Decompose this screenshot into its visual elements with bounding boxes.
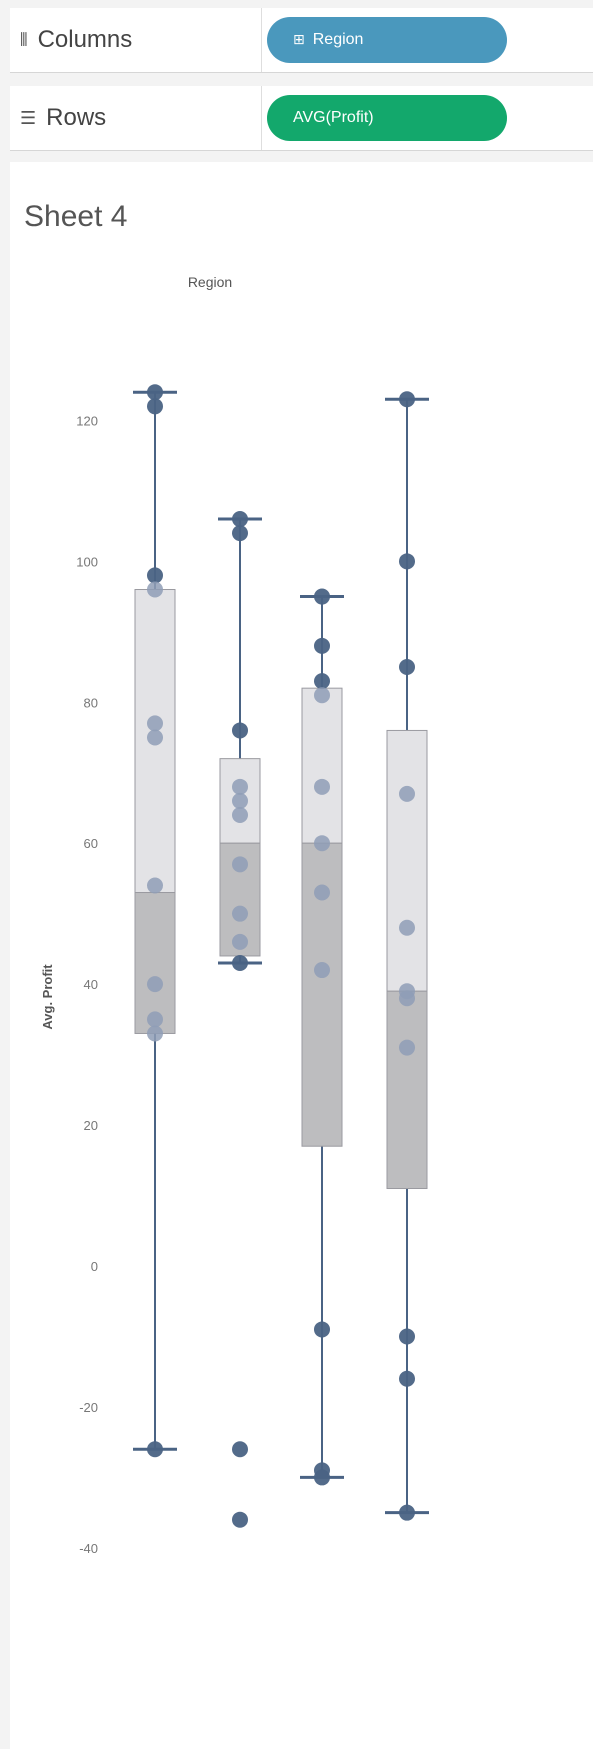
y-tick-label: 40 xyxy=(84,977,98,992)
rows-icon: ☰ xyxy=(20,107,37,129)
data-point xyxy=(399,659,415,676)
rows-shelf-label: ☰ Rows xyxy=(10,86,262,150)
data-point xyxy=(147,384,163,401)
region-header: Region xyxy=(187,274,233,290)
data-point xyxy=(232,778,248,795)
y-tick-label: 60 xyxy=(84,836,98,851)
box-upper xyxy=(386,729,428,992)
data-point xyxy=(147,877,163,894)
data-point xyxy=(147,398,163,415)
region-pill[interactable]: ⊞ Region xyxy=(267,17,507,63)
dimension-icon: ⊞ xyxy=(293,32,305,48)
data-point xyxy=(314,588,330,605)
data-point xyxy=(314,673,330,690)
data-point xyxy=(314,687,330,704)
columns-shelf: ⫴ Columns ⊞ Region xyxy=(10,8,593,73)
box-plot: 120 100 80 60 40 20 0 -20 -40 Avg. Profit xyxy=(40,384,429,1556)
region-pill-label: Region xyxy=(312,31,364,48)
data-point xyxy=(399,1328,415,1345)
columns-shelf-label: ⫴ Columns xyxy=(10,8,262,72)
y-tick-label: -40 xyxy=(79,1541,98,1556)
data-point xyxy=(232,1441,248,1458)
data-point xyxy=(147,1025,163,1042)
columns-label: Columns xyxy=(37,26,133,53)
data-point xyxy=(399,919,415,936)
data-point xyxy=(399,1039,415,1056)
rows-shelf: ☰ Rows AVG(Profit) xyxy=(10,86,593,151)
box-upper xyxy=(301,687,343,844)
data-point xyxy=(399,1504,415,1521)
data-point xyxy=(147,581,163,598)
data-point xyxy=(147,976,163,993)
avg-profit-pill-label: AVG(Profit) xyxy=(293,109,374,126)
data-point xyxy=(232,955,248,971)
data-point xyxy=(314,884,330,901)
data-point xyxy=(232,792,248,809)
data-point xyxy=(147,1441,163,1458)
box-lower xyxy=(386,990,428,1190)
data-point xyxy=(147,567,163,584)
data-point xyxy=(232,933,248,950)
data-point xyxy=(147,715,163,732)
data-point xyxy=(232,525,248,542)
data-point xyxy=(232,905,248,922)
data-point xyxy=(232,511,248,528)
data-point xyxy=(232,722,248,739)
data-point xyxy=(314,1321,330,1338)
rows-label: Rows xyxy=(46,104,107,131)
data-point xyxy=(314,835,330,852)
y-tick-label: 120 xyxy=(76,413,98,428)
data-point xyxy=(399,391,415,408)
data-point xyxy=(232,1511,248,1528)
data-point xyxy=(314,637,330,654)
data-point xyxy=(399,1370,415,1387)
y-tick-label: 80 xyxy=(84,695,98,710)
data-point xyxy=(314,778,330,795)
data-point xyxy=(232,856,248,873)
sheet-title: Sheet 4 xyxy=(24,200,128,233)
data-point xyxy=(314,962,330,979)
y-tick-label: 100 xyxy=(76,554,98,569)
data-point xyxy=(399,553,415,570)
y-tick-label: 0 xyxy=(91,1259,98,1274)
y-axis-label: Avg. Profit xyxy=(40,964,55,1030)
avg-profit-pill[interactable]: AVG(Profit) xyxy=(267,95,507,141)
columns-icon: ⫴ xyxy=(20,29,28,51)
data-point xyxy=(232,807,248,824)
data-point xyxy=(399,785,415,802)
data-point xyxy=(314,1469,330,1486)
data-point xyxy=(147,729,163,746)
y-tick-label: 20 xyxy=(84,1118,98,1133)
data-point xyxy=(399,990,415,1007)
sheet-panel: Sheet 4 Region 120 100 80 60 40 20 0 -20 -40 Avg.… xyxy=(10,162,593,1749)
data-point xyxy=(147,1011,163,1028)
y-tick-label: -20 xyxy=(79,1400,98,1415)
